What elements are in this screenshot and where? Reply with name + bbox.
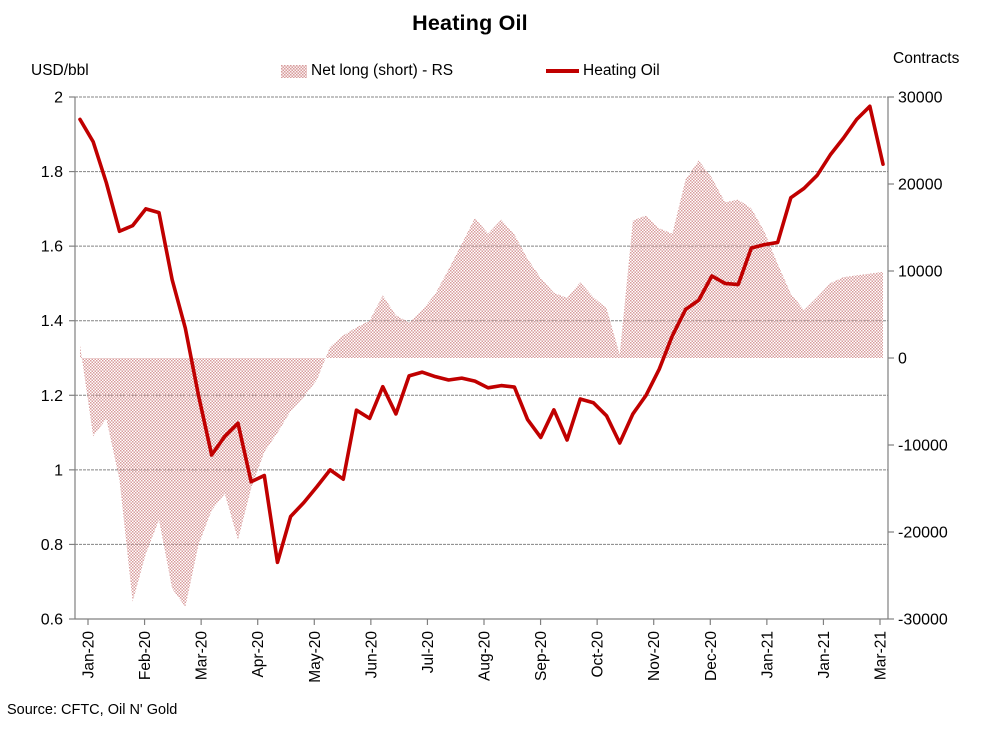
right-axis-tick-label: -20000 [898, 525, 948, 542]
x-axis-tick-label: May-20 [307, 631, 324, 683]
right-axis-tick-label: -30000 [898, 612, 948, 629]
left-axis-tick-label: 1.4 [41, 313, 63, 330]
left-axis-tick-label: 0.8 [41, 537, 63, 554]
chart-title: Heating Oil [412, 11, 528, 35]
x-axis-tick-label: Jul-20 [420, 631, 437, 674]
heating-oil-line-series [78, 104, 885, 565]
right-axis-tick-label: -10000 [898, 438, 948, 455]
x-axis-tick-label: Jan-21 [816, 631, 833, 678]
x-axis-tick-label: Dec-20 [703, 631, 720, 681]
x-axis-tick-label: Jan-21 [759, 631, 776, 678]
legend-label-net-long: Net long (short) - RS [311, 62, 454, 79]
left-axis-tick-label: 1.2 [41, 388, 63, 405]
x-axis-tick-label: Feb-20 [137, 631, 154, 680]
right-axis-tick-label: 0 [898, 351, 907, 368]
left-axis-tick-label: 1.8 [41, 164, 63, 181]
x-axis-tick-label: Mar-21 [873, 631, 890, 680]
left-axis-tick-label: 2 [54, 90, 63, 107]
left-axis-tick-label: 0.6 [41, 612, 63, 629]
right-axis-tick-label: 20000 [898, 177, 943, 194]
net-long-area-series [80, 160, 883, 607]
x-axis-tick-label: Nov-20 [646, 631, 663, 681]
legend-item-heating-oil: Heating Oil [546, 61, 660, 81]
area-swatch-icon [281, 64, 307, 78]
source-note: Source: CFTC, Oil N' Gold [7, 702, 178, 718]
left-axis-unit-label: USD/bbl [31, 62, 89, 79]
legend-label-heating-oil: Heating Oil [583, 62, 660, 79]
x-axis-tick-label: Aug-20 [477, 631, 494, 681]
right-axis-tick-label: 30000 [898, 90, 943, 107]
x-axis-tick-label: Sep-20 [533, 631, 550, 681]
left-axis-tick-label: 1 [54, 462, 63, 479]
x-axis-tick-label: Jun-20 [363, 631, 380, 679]
x-axis-tick-label: Oct-20 [590, 631, 607, 678]
x-axis-tick-label: Apr-20 [250, 631, 267, 678]
left-axis-tick-label: 1.6 [41, 239, 63, 256]
right-axis-unit-label: Contracts [893, 50, 960, 67]
line-swatch-icon [546, 69, 579, 73]
x-axis-tick-label: Mar-20 [194, 631, 211, 680]
x-axis-tick-label: Jan-20 [81, 631, 98, 679]
chart-legend: Net long (short) - RS Heating Oil [0, 61, 988, 81]
legend-item-net-long: Net long (short) - RS [281, 61, 453, 81]
right-axis-tick-label: 10000 [898, 264, 943, 281]
